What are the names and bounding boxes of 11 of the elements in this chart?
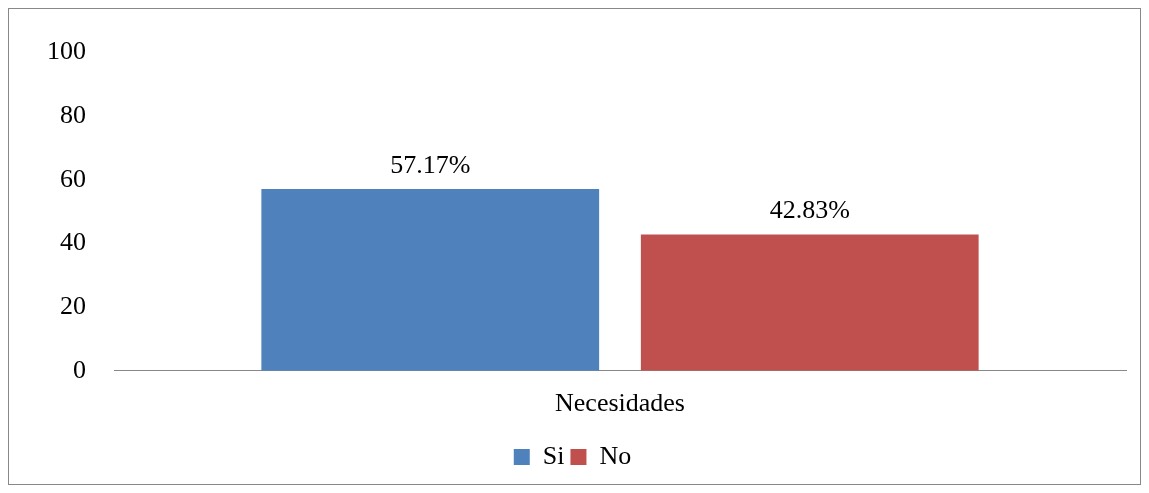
y-tick-label: 100	[47, 36, 86, 66]
data-label: 57.17%	[390, 149, 471, 179]
y-tick-label: 60	[60, 163, 86, 193]
y-tick-label: 20	[60, 290, 86, 320]
y-tick-label: 40	[60, 227, 86, 257]
legend-label: No	[599, 440, 632, 470]
data-label: 42.83%	[769, 195, 850, 225]
x-tick-label: Necesidades	[555, 388, 685, 418]
y-tick-label: 80	[60, 100, 86, 130]
y-tick-label: 0	[73, 354, 86, 384]
legend-label: Si	[542, 440, 565, 470]
